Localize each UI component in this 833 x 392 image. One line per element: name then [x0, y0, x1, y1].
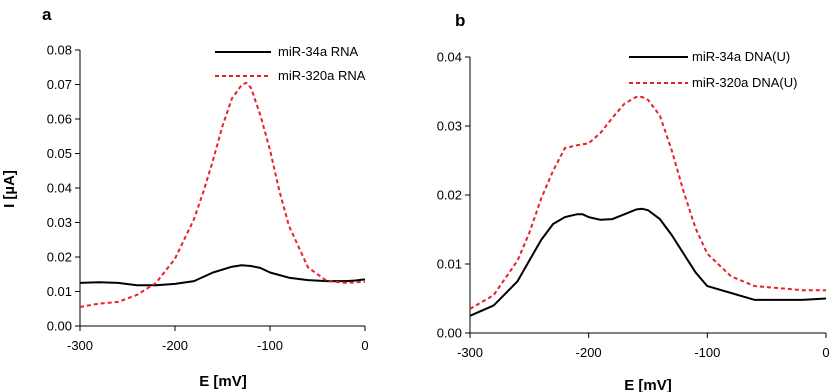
x-tick-label: -300: [67, 338, 93, 353]
x-tick-label: -100: [257, 338, 283, 353]
y-tick-label: 0.02: [47, 250, 72, 265]
legend-label-mir34a-rna: miR-34a RNA: [278, 44, 359, 59]
y-tick-label: 0.03: [47, 215, 72, 230]
legend-label-mir320a-dna: miR-320a DNA(U): [692, 75, 797, 90]
panel-b-x-axis-title: E [mV]: [624, 377, 672, 392]
panel-a-y-axis-title: I [µA]: [1, 170, 18, 208]
panel-a-legend: miR-34a RNA miR-320a RNA: [215, 44, 366, 83]
y-tick-label: 0.01: [437, 257, 462, 272]
x-tick-label: 0: [822, 345, 829, 360]
panel-a-letter: a: [42, 5, 52, 24]
y-tick-label: 0.03: [437, 119, 462, 134]
y-tick-label: 0.00: [437, 326, 462, 341]
panel-a-series-mir320a-line: [79, 81, 366, 308]
x-tick-label: -100: [694, 345, 720, 360]
y-tick-label: 0.00: [47, 319, 72, 334]
panel-b-letter: b: [455, 11, 465, 30]
y-tick-label: 0.04: [47, 181, 72, 196]
y-tick-label: 0.06: [47, 112, 72, 127]
panel-a-x-axis-title: E [mV]: [199, 373, 247, 390]
panel-a-series-mir34a-line: [79, 264, 366, 287]
x-tick-label: -200: [162, 338, 188, 353]
y-tick-label: 0.05: [47, 146, 72, 161]
legend-label-mir34a-dna: miR-34a DNA(U): [692, 49, 790, 64]
panel-a: a miR-34a RNA miR-320a RNA E [mV] I [µA]…: [1, 5, 369, 390]
y-tick-label: 0.04: [437, 50, 462, 65]
x-tick-label: -200: [576, 345, 602, 360]
panel-b: b miR-34a DNA(U) miR-320a DNA(U) E [mV] …: [437, 11, 830, 392]
y-tick-label: 0.07: [47, 77, 72, 92]
panel-b-legend: miR-34a DNA(U) miR-320a DNA(U): [629, 49, 797, 90]
y-tick-label: 0.01: [47, 284, 72, 299]
panel-b-series-mir34a-line: [469, 207, 827, 317]
legend-label-mir320a-rna: miR-320a RNA: [278, 68, 366, 83]
x-tick-label: -300: [457, 345, 483, 360]
y-tick-label: 0.02: [437, 188, 462, 203]
panel-b-series-mir320a-line: [469, 96, 826, 310]
x-tick-label: 0: [361, 338, 368, 353]
y-tick-label: 0.08: [47, 43, 72, 58]
